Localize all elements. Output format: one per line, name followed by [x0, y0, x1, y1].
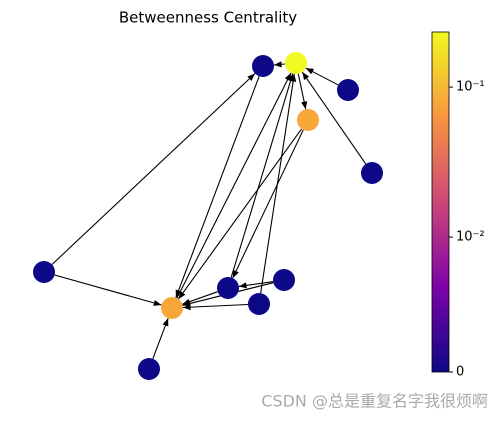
edge — [152, 318, 169, 359]
edge — [175, 76, 260, 298]
node — [297, 109, 319, 131]
node — [217, 277, 239, 299]
edge — [260, 73, 297, 294]
nodes — [33, 52, 383, 380]
edge — [238, 281, 274, 289]
edge — [176, 72, 292, 299]
edge — [273, 61, 286, 68]
node — [161, 297, 183, 319]
node — [248, 293, 270, 315]
colorbar-tick-label: 10⁻² — [456, 230, 485, 245]
node — [138, 358, 160, 380]
edge — [51, 73, 256, 265]
node — [361, 162, 383, 184]
edge — [305, 67, 339, 86]
node — [33, 261, 55, 283]
node — [273, 269, 295, 291]
colorbar-tick-label: 0 — [456, 365, 464, 380]
edge — [232, 129, 304, 279]
edge — [297, 73, 308, 110]
watermark: CSDN @总是重复名字我很烦啊 — [261, 392, 488, 411]
edge — [230, 73, 294, 278]
edge — [182, 303, 249, 311]
node — [337, 79, 359, 101]
edge — [54, 274, 162, 306]
colorbar-tick-label: 10⁻¹ — [456, 80, 485, 95]
node — [285, 52, 307, 74]
title: Betweenness Centrality — [119, 9, 297, 27]
colorbar — [431, 31, 450, 373]
node — [252, 55, 274, 77]
edge — [301, 71, 367, 165]
edges — [51, 61, 367, 359]
